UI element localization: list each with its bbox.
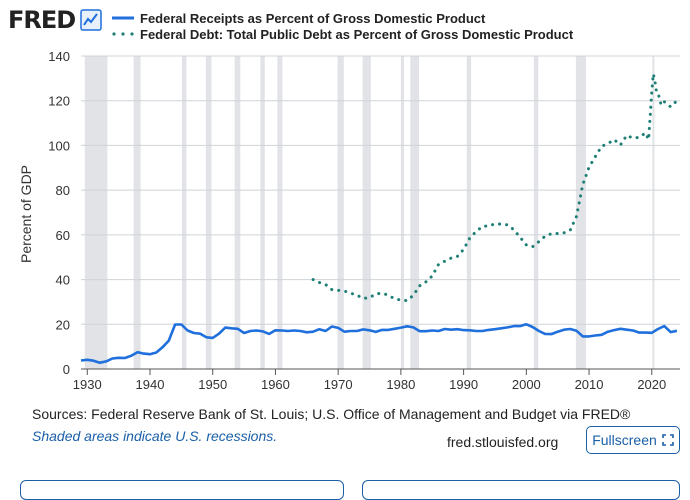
fred-logo-text: FRED — [8, 6, 76, 34]
fullscreen-label: Fullscreen — [592, 432, 657, 448]
bottom-card-right[interactable] — [362, 480, 680, 500]
y-tick-label: 120 — [48, 94, 70, 109]
recession-band-12 — [533, 56, 539, 369]
x-tick-label: 2000 — [512, 377, 541, 392]
x-tick-label: 1980 — [386, 377, 415, 392]
x-tick-label: 2020 — [637, 377, 666, 392]
chart-grid — [81, 55, 680, 370]
x-axis-ticks: 1930 1940 1950 1960 1970 1980 1990 2000 2010 2020 — [73, 369, 666, 392]
recession-band-8 — [362, 56, 371, 369]
recession-band-0 — [84, 56, 108, 369]
legend-item-debt[interactable]: Federal Debt: Total Public Debt as Perce… — [112, 26, 573, 42]
y-tick-label: 100 — [48, 138, 70, 153]
recession-band-7 — [337, 56, 344, 369]
y-tick-label: 80 — [56, 183, 70, 198]
chart-legend: Federal Receipts as Percent of Gross Dom… — [112, 10, 573, 42]
recession-band-11 — [466, 56, 472, 369]
x-tick-label: 1940 — [136, 377, 165, 392]
legend-swatch-dotted — [112, 32, 134, 36]
recession-band-9 — [400, 56, 405, 369]
y-tick-label: 140 — [48, 49, 70, 64]
bottom-card-left[interactable] — [20, 480, 344, 500]
y-tick-label: 40 — [56, 273, 70, 288]
legend-label-debt: Federal Debt: Total Public Debt as Perce… — [140, 26, 574, 42]
legend-label-receipts: Federal Receipts as Percent of Gross Dom… — [140, 10, 486, 26]
x-tick-label: 1970 — [324, 377, 353, 392]
y-axis-label: Percent of GDP — [18, 165, 34, 263]
y-axis-ticks: 0 20 40 60 80 100 120 140 — [48, 49, 70, 377]
fullscreen-button[interactable]: Fullscreen — [586, 426, 680, 454]
recession-band-2 — [181, 56, 187, 369]
recession-band-10 — [410, 56, 420, 369]
y-tick-label: 60 — [56, 228, 70, 243]
chart-line-icon — [80, 9, 102, 31]
sources-text: Sources: Federal Reserve Bank of St. Lou… — [32, 406, 631, 422]
expand-icon — [661, 434, 674, 446]
legend-item-receipts[interactable]: Federal Receipts as Percent of Gross Dom… — [112, 10, 573, 26]
x-tick-label: 1960 — [261, 377, 290, 392]
recession-band-5 — [260, 56, 265, 369]
series-line-receipts — [80, 322, 678, 365]
recession-note: Shaded areas indicate U.S. recessions. — [32, 428, 278, 444]
chart-series — [80, 72, 679, 365]
x-tick-label: 1950 — [198, 377, 227, 392]
recession-band-1 — [133, 56, 141, 369]
y-tick-label: 0 — [63, 362, 70, 377]
legend-swatch-solid — [112, 16, 134, 20]
x-tick-label: 1990 — [449, 377, 478, 392]
recession-band-6 — [277, 56, 283, 369]
recession-band-13 — [575, 56, 586, 369]
recession-band-14 — [652, 56, 655, 369]
x-tick-label: 1930 — [73, 377, 102, 392]
recession-shading — [84, 56, 655, 369]
series-line-debt — [311, 72, 679, 303]
recession-band-4 — [234, 56, 241, 369]
y-tick-label: 20 — [56, 317, 70, 332]
x-tick-label: 2010 — [575, 377, 604, 392]
site-url[interactable]: fred.stlouisfed.org — [447, 434, 559, 450]
recession-band-3 — [205, 56, 212, 369]
fred-logo[interactable]: FRED — [8, 6, 102, 34]
